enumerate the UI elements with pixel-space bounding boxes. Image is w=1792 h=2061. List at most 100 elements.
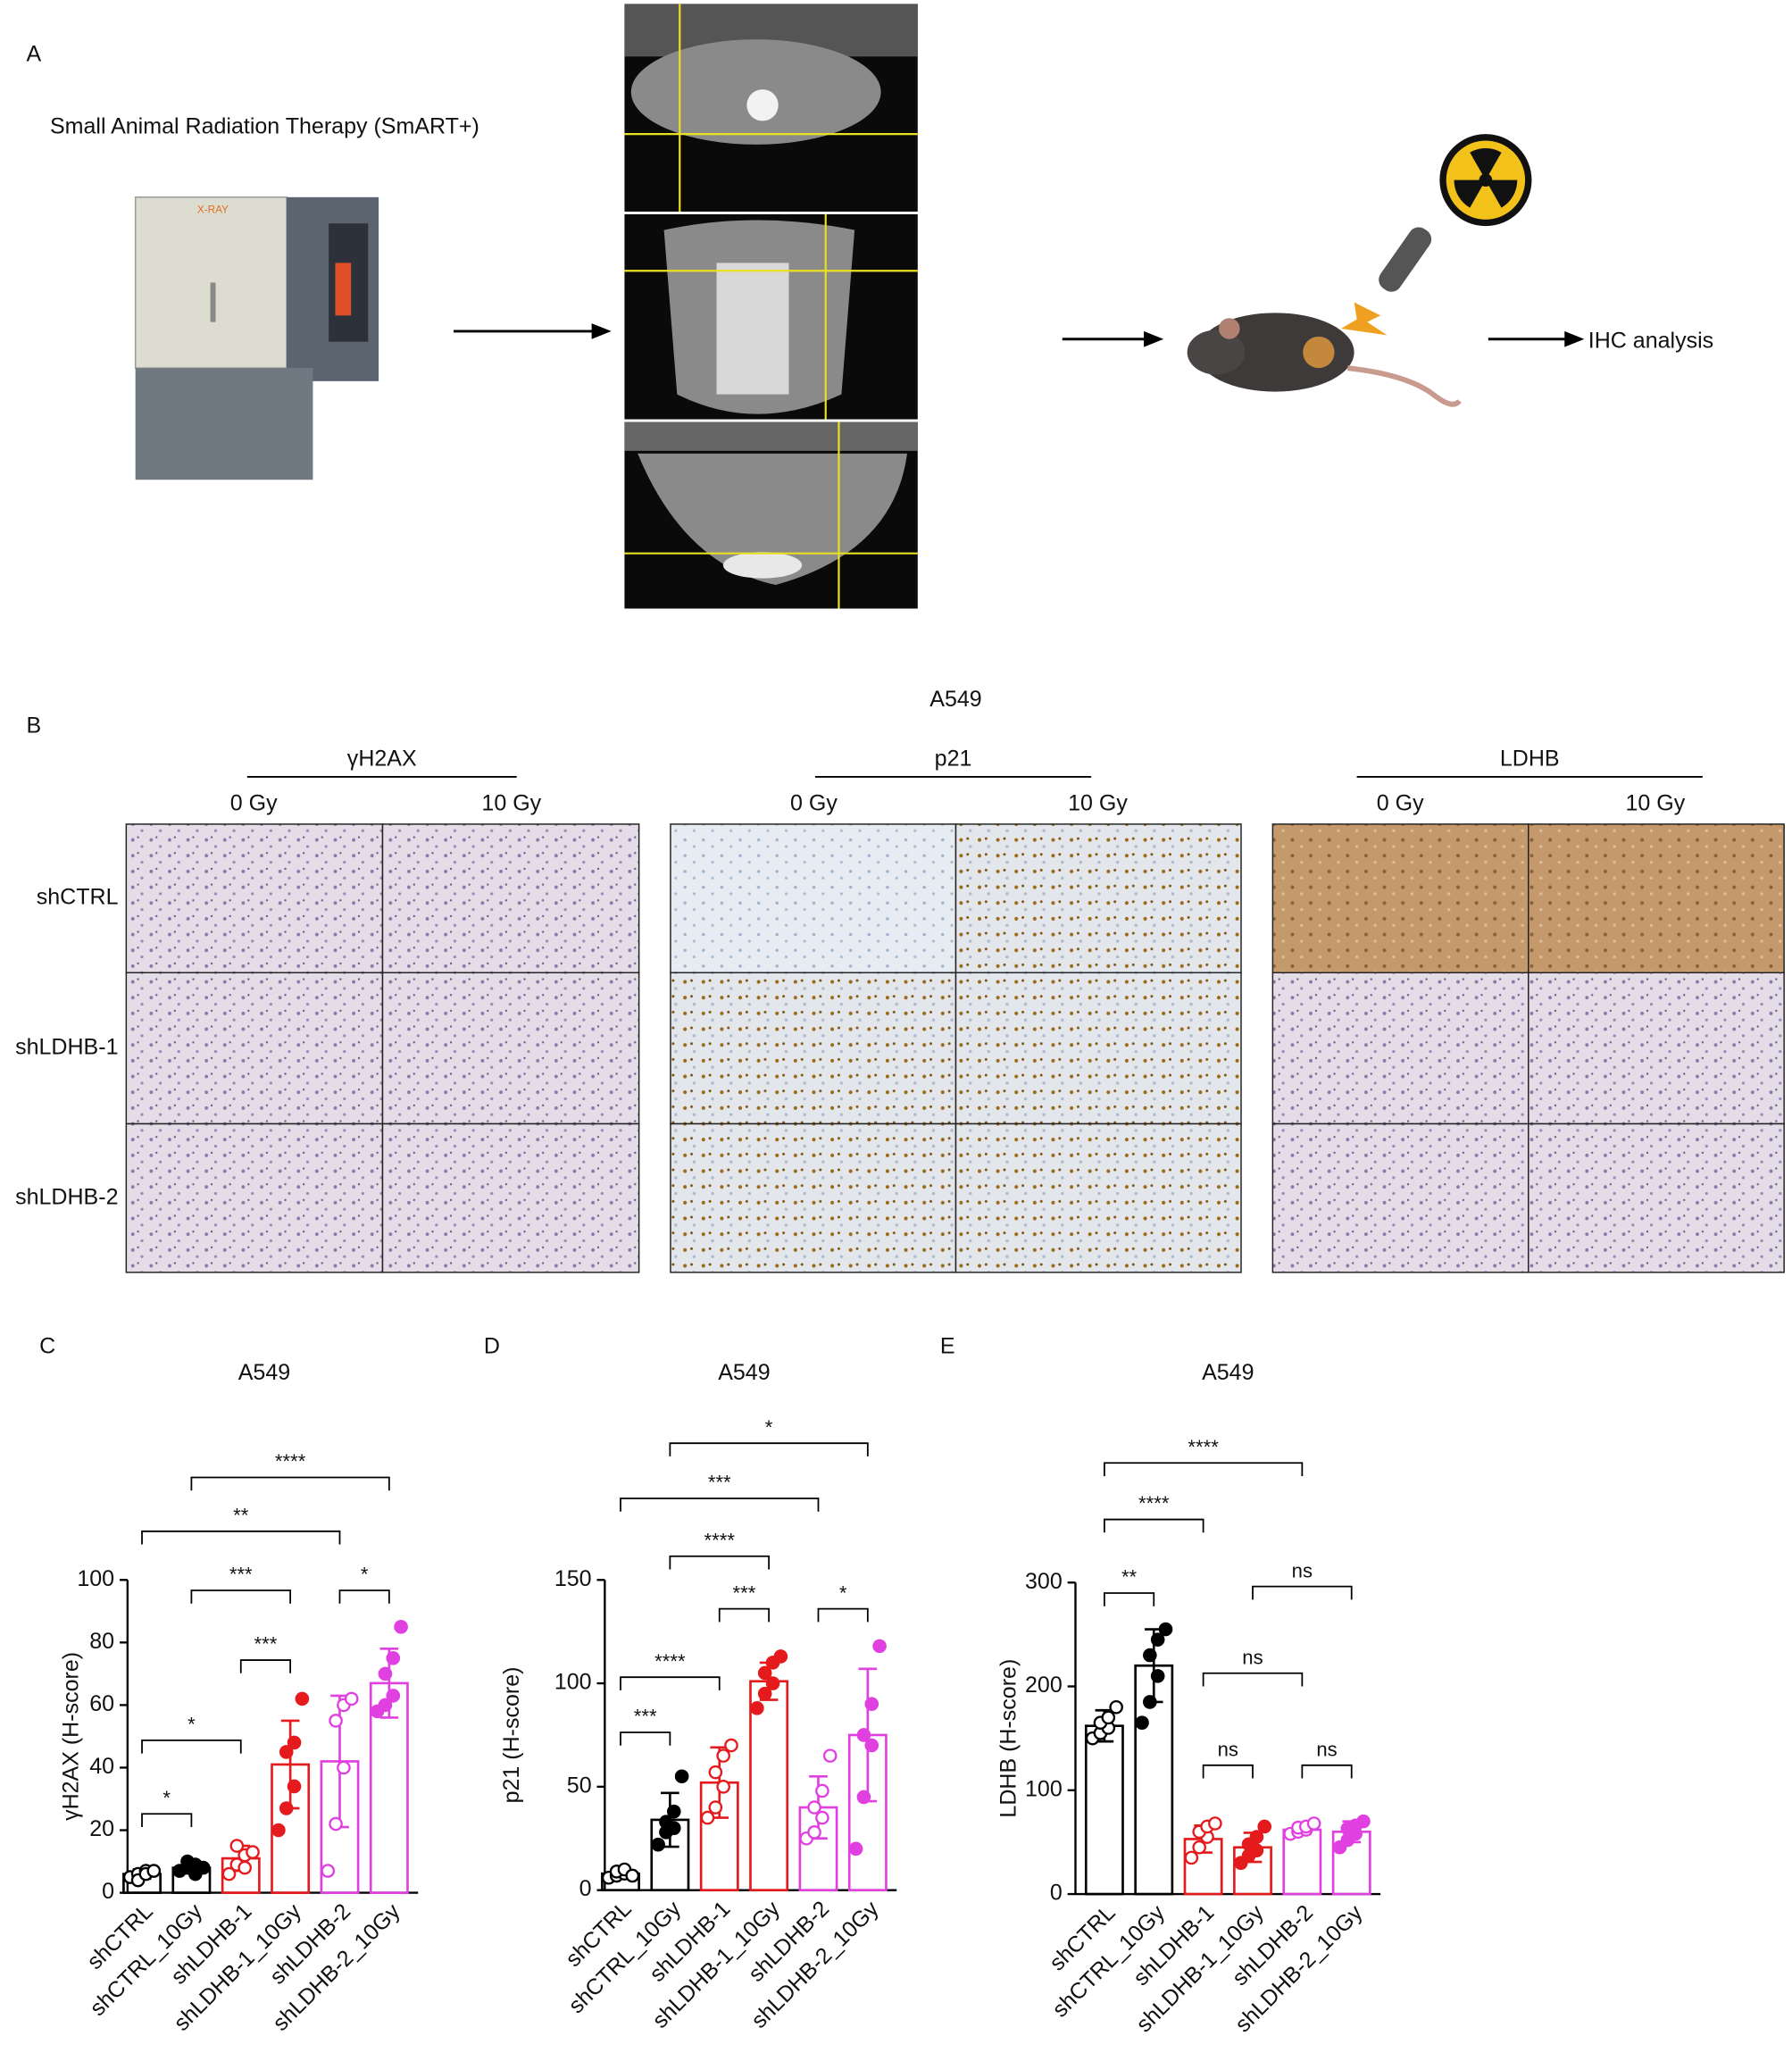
data-point xyxy=(1143,1695,1157,1709)
data-point xyxy=(229,1839,245,1853)
chart-title: A549 xyxy=(238,1360,290,1385)
data-point xyxy=(279,1745,294,1759)
data-point xyxy=(295,1691,310,1706)
data-point xyxy=(386,1689,401,1703)
data-point xyxy=(1158,1622,1173,1637)
data-point xyxy=(329,1816,343,1832)
data-point xyxy=(848,1841,863,1857)
significance-label: * xyxy=(163,1787,171,1809)
data-point xyxy=(1184,1850,1199,1865)
data-point xyxy=(815,1783,829,1798)
significance-label: **** xyxy=(275,1450,306,1473)
ihc-image xyxy=(1528,1122,1785,1273)
data-point xyxy=(1150,1669,1165,1683)
y-tick-label: 50 xyxy=(567,1773,592,1798)
significance-bracket xyxy=(190,1476,390,1491)
significance-bracket xyxy=(141,1530,341,1545)
mouse-illustration xyxy=(1187,134,1532,407)
y-tick-label: 100 xyxy=(1025,1776,1063,1801)
data-point xyxy=(287,1779,302,1794)
ihc-image xyxy=(1528,972,1785,1125)
significance-bracket xyxy=(1301,1764,1353,1779)
panel-letter: D xyxy=(484,1333,500,1358)
ihc-image xyxy=(1271,1122,1529,1273)
data-point xyxy=(337,1760,351,1775)
significance-label: **** xyxy=(704,1529,736,1551)
ihc-image xyxy=(954,972,1242,1125)
data-point xyxy=(1257,1819,1272,1834)
data-point xyxy=(1135,1715,1149,1730)
significance-label: **** xyxy=(1188,1436,1219,1458)
ihc-image xyxy=(1528,823,1785,973)
step-label: IHC analysis xyxy=(1588,328,1713,353)
significance-bracket xyxy=(1104,1592,1155,1606)
y-axis-label: LDHB (H-score) xyxy=(996,1659,1021,1818)
ihc-image xyxy=(381,823,640,973)
marker-label: p21 xyxy=(935,746,972,771)
data-point xyxy=(279,1801,294,1815)
y-axis-label: γH2AX (H-score) xyxy=(59,1652,84,1821)
data-point xyxy=(1109,1699,1123,1715)
significance-label: ns xyxy=(1292,1559,1313,1581)
data-point xyxy=(856,1790,871,1805)
data-point xyxy=(659,1815,673,1830)
arrow-head xyxy=(591,323,612,339)
significance-bracket xyxy=(1202,1672,1304,1687)
data-point xyxy=(1306,1816,1321,1831)
significance-label: *** xyxy=(708,1472,731,1494)
significance-label: ** xyxy=(1121,1566,1138,1589)
dose-label: 10 Gy xyxy=(1625,790,1685,815)
data-point xyxy=(238,1860,252,1875)
chart-title: A549 xyxy=(718,1360,770,1385)
significance-bracket xyxy=(1104,1462,1304,1476)
y-tick-label: 300 xyxy=(1025,1569,1063,1594)
data-point xyxy=(1249,1830,1264,1844)
ct-images xyxy=(624,4,918,609)
significance-bracket xyxy=(817,1607,869,1623)
significance-bracket xyxy=(338,1590,390,1604)
data-point xyxy=(625,1868,640,1883)
significance-bracket xyxy=(1104,1518,1204,1533)
data-point xyxy=(750,1701,764,1715)
significance-label: **** xyxy=(654,1650,686,1673)
data-point xyxy=(708,1800,723,1815)
data-point xyxy=(822,1748,838,1763)
group-label: shLDHB-1 xyxy=(15,1034,118,1059)
panel-letter: E xyxy=(940,1333,955,1358)
data-point xyxy=(765,1676,780,1690)
dose-label: 10 Gy xyxy=(1068,790,1128,815)
data-point xyxy=(700,1810,715,1825)
ihc-image xyxy=(1271,823,1529,973)
ihc-image xyxy=(125,1122,384,1273)
significance-label: ns xyxy=(1242,1646,1263,1668)
significance-bracket xyxy=(620,1676,721,1690)
significance-label: *** xyxy=(254,1633,278,1656)
data-point xyxy=(757,1665,772,1681)
significance-label: * xyxy=(188,1713,196,1735)
y-tick-label: 200 xyxy=(1025,1673,1063,1698)
arrow-head xyxy=(1564,330,1585,347)
y-tick-label: 20 xyxy=(89,1816,114,1841)
significance-bracket xyxy=(239,1659,292,1673)
significance-bracket xyxy=(190,1590,292,1604)
marker-label: LDHB xyxy=(1500,746,1560,771)
significance-bracket xyxy=(620,1731,671,1746)
significance-label: * xyxy=(765,1416,773,1439)
data-point xyxy=(674,1769,689,1784)
significance-bracket xyxy=(669,1442,869,1456)
device-badge: X-RAY xyxy=(197,204,229,216)
y-tick-label: 60 xyxy=(89,1691,114,1716)
data-point xyxy=(872,1639,887,1654)
significance-label: * xyxy=(839,1581,847,1604)
ihc-image xyxy=(670,1122,957,1273)
ihc-image xyxy=(381,972,640,1125)
y-axis-label: p21 (H-score) xyxy=(499,1667,524,1804)
ihc-image xyxy=(954,823,1242,973)
data-point xyxy=(287,1735,302,1750)
significance-bracket xyxy=(669,1555,770,1570)
data-point xyxy=(321,1864,336,1878)
data-point xyxy=(1143,1648,1157,1663)
significance-label: ns xyxy=(1218,1738,1238,1760)
data-point xyxy=(1208,1816,1222,1831)
data-point xyxy=(708,1765,723,1780)
